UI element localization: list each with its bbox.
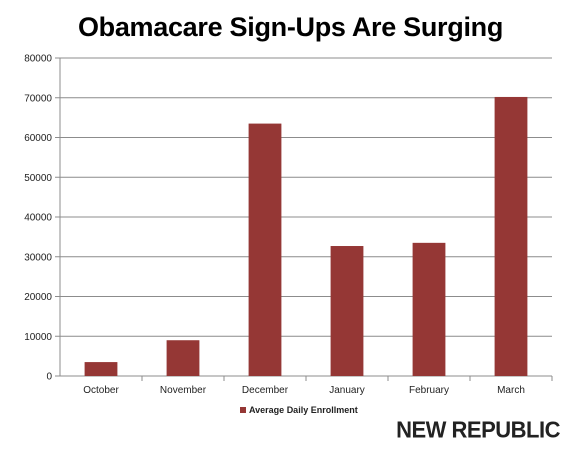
legend-label: Average Daily Enrollment	[249, 405, 358, 415]
y-tick-label: 50000	[24, 173, 52, 184]
chart-title: Obamacare Sign-Ups Are Surging	[77, 12, 504, 42]
y-tick-label: 20000	[24, 292, 52, 303]
bar-february	[412, 242, 446, 376]
y-tick-label: 80000	[24, 54, 52, 65]
bar-november	[166, 340, 200, 376]
y-tick-label: 30000	[24, 252, 52, 263]
x-tick-label: December	[242, 385, 289, 396]
y-tick-label: 10000	[24, 332, 52, 343]
y-tick-label: 60000	[24, 133, 52, 144]
y-tick-label: 40000	[24, 213, 52, 224]
x-tick-label: October	[83, 385, 119, 396]
y-tick-label: 70000	[24, 93, 52, 104]
x-tick-label: January	[329, 385, 365, 396]
bar-march	[494, 96, 528, 376]
y-tick-label: 0	[46, 372, 52, 383]
brand-logo: NEW REPUBLIC	[396, 416, 560, 443]
bar-january	[330, 246, 364, 376]
bar-october	[84, 362, 118, 376]
x-tick-label: March	[497, 385, 525, 396]
x-tick-label: February	[409, 385, 449, 396]
x-tick-label: November	[160, 385, 207, 396]
bar-december	[248, 123, 282, 377]
legend-swatch	[240, 407, 246, 413]
